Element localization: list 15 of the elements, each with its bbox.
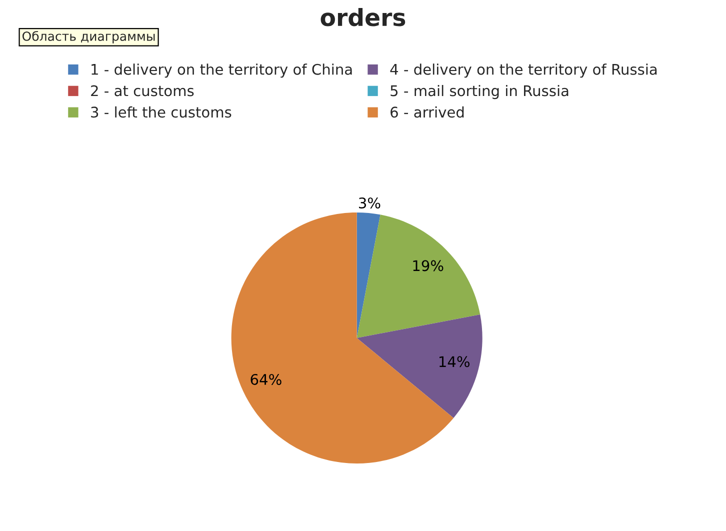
pie-slice [356, 212, 380, 338]
text: Область диаграммы [22, 31, 155, 44]
data-label: 3% [359, 197, 380, 208]
legend-label: 1 - delivery on the territory of China [92, 64, 352, 78]
legend-label: 4 - delivery on the territory of Russia [390, 64, 657, 78]
legend-label: 2 - at customs [91, 85, 194, 96]
pie-slice [356, 314, 482, 418]
legend-label: 3 - left the customs [91, 106, 232, 118]
legend-label: 5 - mail sorting in Russia [390, 84, 568, 100]
data-label: 64% [250, 374, 282, 385]
data-label: 14% [439, 356, 470, 368]
chart-title: orders [320, 8, 406, 26]
data-label: 19% [413, 260, 444, 272]
pie-slice [356, 214, 480, 338]
legend-label: 6 - arrived [390, 106, 464, 118]
